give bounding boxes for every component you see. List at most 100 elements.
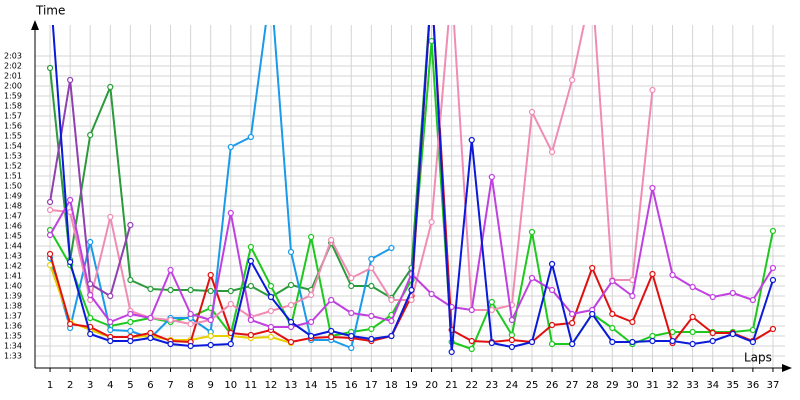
data-point bbox=[609, 277, 616, 285]
data-point bbox=[569, 310, 576, 318]
data-point bbox=[368, 255, 375, 263]
data-point bbox=[67, 196, 74, 204]
data-point bbox=[187, 310, 194, 318]
data-point bbox=[528, 108, 536, 116]
y-tick-label: 1:44 bbox=[4, 242, 22, 251]
y-tick-label: 1:48 bbox=[4, 202, 22, 211]
data-point bbox=[589, 264, 596, 272]
data-point bbox=[629, 292, 636, 300]
series-line bbox=[49, 25, 392, 349]
data-point bbox=[448, 348, 455, 356]
data-point bbox=[147, 314, 154, 322]
data-point bbox=[348, 344, 355, 352]
data-point bbox=[669, 337, 676, 345]
data-point bbox=[46, 198, 54, 206]
data-point bbox=[368, 282, 375, 290]
tick-labels: 1:331:341:351:361:371:381:391:401:411:42… bbox=[4, 52, 779, 392]
x-tick-label: 21 bbox=[445, 380, 458, 391]
y-tick-label: 2:00 bbox=[4, 82, 22, 91]
y-tick-label: 1:39 bbox=[4, 292, 22, 301]
data-point bbox=[167, 266, 174, 274]
y-tick-label: 1:43 bbox=[4, 252, 22, 261]
data-point bbox=[348, 309, 355, 317]
data-point bbox=[769, 227, 777, 235]
x-tick-label: 18 bbox=[385, 380, 398, 391]
y-tick-label: 1:35 bbox=[4, 332, 22, 341]
x-tick-label: 11 bbox=[244, 380, 257, 391]
data-point bbox=[247, 243, 254, 251]
y-tick-label: 1:42 bbox=[4, 262, 22, 271]
data-point bbox=[629, 318, 636, 326]
data-point bbox=[548, 148, 556, 156]
x-tick-label: 13 bbox=[285, 380, 298, 391]
data-point bbox=[689, 283, 696, 291]
data-point bbox=[187, 286, 194, 294]
y-tick-label: 1:37 bbox=[4, 312, 22, 321]
x-tick-label: 28 bbox=[586, 380, 599, 391]
data-point bbox=[267, 333, 275, 341]
data-point bbox=[649, 332, 656, 340]
x-tick-label: 34 bbox=[706, 380, 719, 391]
data-point bbox=[287, 318, 295, 326]
data-point bbox=[207, 271, 214, 279]
x-tick-label: 27 bbox=[566, 380, 579, 391]
data-point bbox=[207, 332, 214, 340]
y-tick-label: 1:51 bbox=[4, 172, 22, 181]
data-point bbox=[267, 307, 275, 315]
data-point bbox=[127, 221, 134, 229]
data-point bbox=[167, 286, 174, 294]
data-point bbox=[227, 209, 234, 217]
y-tick-label: 1:55 bbox=[4, 132, 22, 141]
data-point bbox=[408, 296, 415, 304]
data-point bbox=[609, 338, 616, 346]
data-point bbox=[227, 287, 234, 295]
data-point bbox=[729, 330, 736, 338]
y-tick-label: 1:47 bbox=[4, 212, 22, 221]
data-point bbox=[107, 292, 114, 300]
data-point bbox=[408, 286, 415, 294]
data-point bbox=[328, 236, 335, 244]
data-point bbox=[207, 287, 214, 295]
series-layer bbox=[46, 25, 777, 356]
data-point bbox=[308, 332, 315, 340]
series-line bbox=[49, 25, 430, 299]
x-tick-label: 2 bbox=[67, 380, 73, 391]
x-tick-label: 8 bbox=[187, 380, 193, 391]
grid bbox=[35, 25, 785, 372]
y-tick-label: 2:03 bbox=[4, 52, 22, 61]
data-point bbox=[428, 290, 435, 298]
data-point bbox=[127, 318, 134, 326]
data-point bbox=[488, 173, 495, 181]
data-point bbox=[368, 264, 375, 272]
x-tick-label: 1 bbox=[47, 380, 53, 391]
x-tick-label: 7 bbox=[167, 380, 173, 391]
y-tick-label: 1:36 bbox=[4, 322, 22, 331]
data-point bbox=[368, 335, 375, 343]
data-point bbox=[589, 310, 596, 318]
data-point bbox=[87, 314, 94, 322]
y-axis-arrow bbox=[31, 20, 39, 30]
data-point bbox=[127, 310, 134, 318]
y-tick-label: 1:38 bbox=[4, 302, 22, 311]
data-point bbox=[46, 231, 54, 239]
y-tick-label: 1:45 bbox=[4, 232, 22, 241]
x-tick-label: 26 bbox=[546, 380, 559, 391]
data-point bbox=[46, 206, 54, 214]
data-point bbox=[67, 258, 74, 266]
data-point bbox=[729, 289, 736, 297]
x-tick-label: 6 bbox=[147, 380, 153, 391]
data-point bbox=[468, 136, 475, 144]
data-point bbox=[107, 318, 114, 326]
data-point bbox=[769, 276, 777, 284]
data-point bbox=[508, 336, 516, 344]
x-tick-label: 35 bbox=[726, 380, 739, 391]
x-axis-arrow bbox=[782, 364, 792, 372]
data-point bbox=[709, 329, 716, 337]
x-tick-label: 10 bbox=[224, 380, 237, 391]
data-point bbox=[187, 342, 194, 350]
data-point bbox=[308, 233, 315, 241]
data-point bbox=[669, 271, 676, 279]
x-tick-label: 33 bbox=[686, 380, 699, 391]
data-point bbox=[528, 228, 536, 236]
data-point bbox=[548, 340, 556, 348]
